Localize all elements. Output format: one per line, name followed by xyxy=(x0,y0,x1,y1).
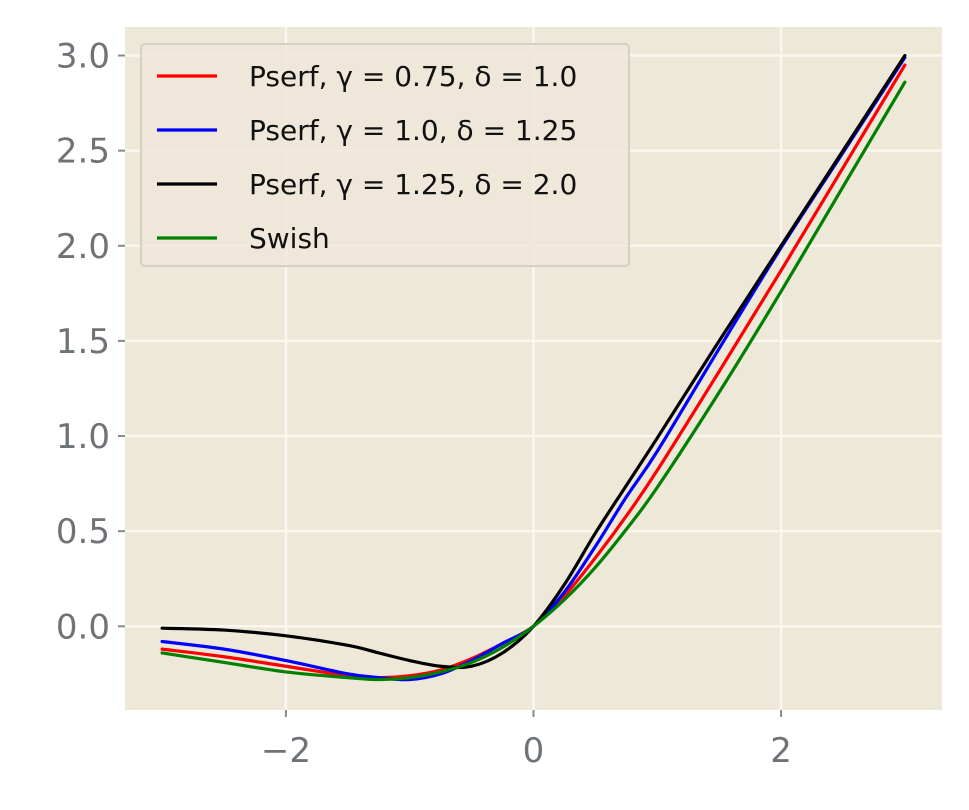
x-axis: −2 0 2 xyxy=(261,710,792,771)
y-tick-label: 1.5 xyxy=(56,322,110,362)
legend-label: Swish xyxy=(249,222,330,255)
y-tick-label: 2.0 xyxy=(56,227,110,267)
y-tick-label: 1.0 xyxy=(56,417,110,457)
legend: Pserf, γ = 0.75, δ = 1.0 Pserf, γ = 1.0, … xyxy=(140,43,630,267)
y-tick-label: 3.0 xyxy=(56,37,110,77)
y-tick-label: 0.0 xyxy=(56,607,110,647)
legend-label: Pserf, γ = 1.0, δ = 1.25 xyxy=(249,114,577,147)
series-line-swish xyxy=(160,80,907,682)
x-tick-label: 2 xyxy=(770,731,792,771)
y-tick-label: 0.5 xyxy=(56,512,110,552)
legend-label: Pserf, γ = 0.75, δ = 1.0 xyxy=(249,60,577,93)
x-tick-label: −2 xyxy=(261,731,311,771)
legend-label: Pserf, γ = 1.25, δ = 2.0 xyxy=(249,168,577,201)
legend-box xyxy=(140,43,630,267)
x-tick-label: 0 xyxy=(523,731,545,771)
series-lines xyxy=(160,53,907,682)
y-axis: 0.0 0.5 1.0 1.5 2.0 2.5 3.0 xyxy=(56,37,125,647)
y-tick-label: 2.5 xyxy=(56,132,110,172)
